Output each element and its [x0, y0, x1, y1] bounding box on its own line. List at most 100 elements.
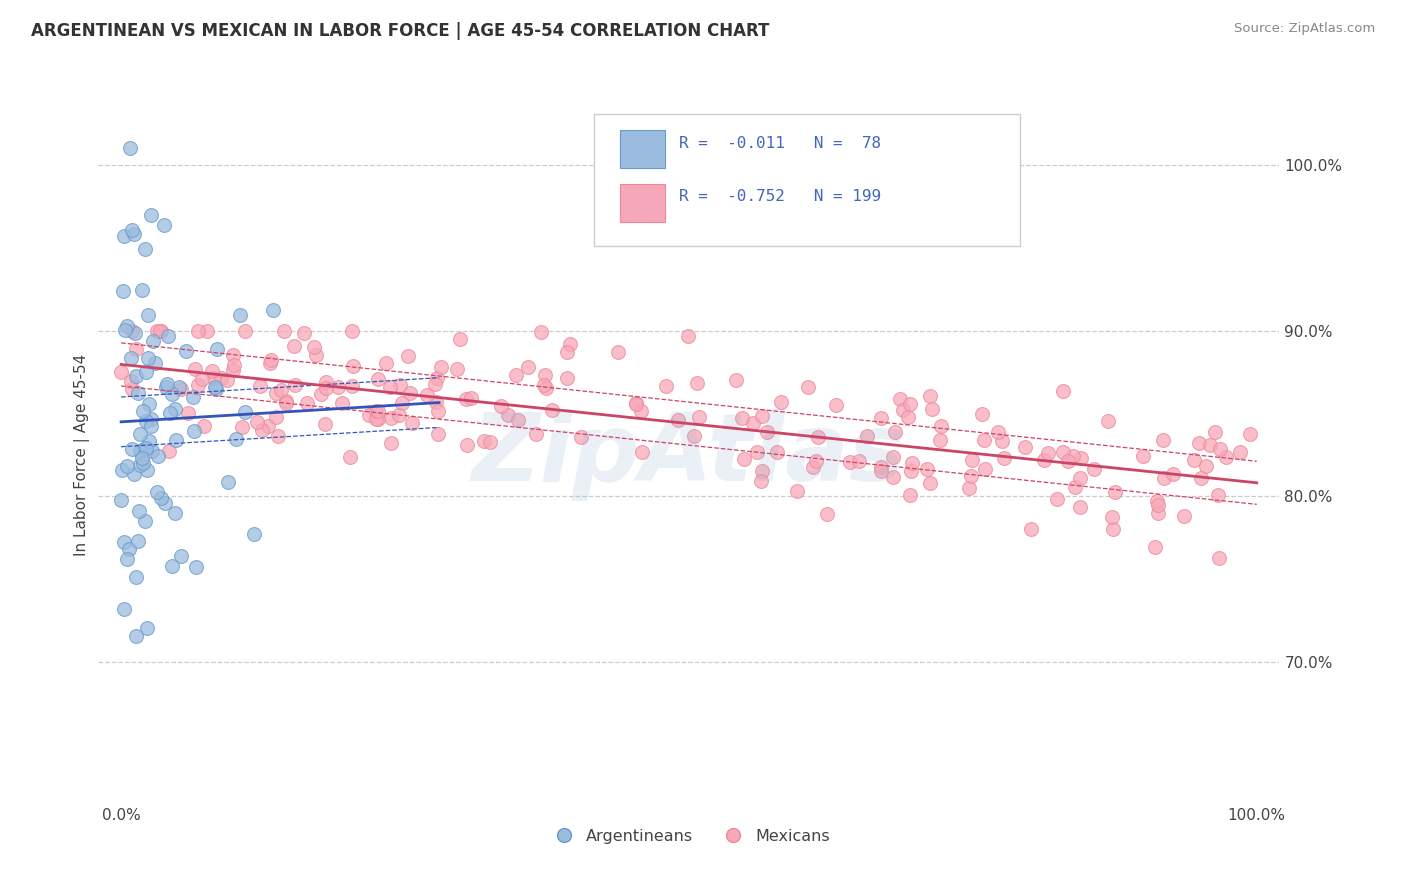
- Point: [1229, 445, 1251, 459]
- Point: [571, 430, 593, 444]
- Point: [120, 141, 142, 155]
- Point: [314, 417, 336, 431]
- Point: [889, 392, 911, 407]
- Point: [1189, 471, 1212, 485]
- Point: [533, 377, 555, 392]
- Point: [1239, 426, 1261, 441]
- Point: [375, 356, 398, 370]
- Point: [195, 324, 218, 338]
- Point: [391, 396, 413, 410]
- Point: [222, 348, 245, 362]
- Point: [367, 404, 389, 418]
- Point: [1052, 445, 1074, 459]
- Point: [624, 397, 647, 411]
- Point: [176, 406, 198, 420]
- Point: [1195, 458, 1218, 473]
- Point: [115, 319, 138, 334]
- Point: [796, 379, 818, 393]
- Point: [973, 462, 995, 476]
- Point: [530, 326, 553, 340]
- Point: [1104, 485, 1126, 500]
- Point: [159, 406, 181, 420]
- Point: [770, 394, 793, 409]
- Point: [139, 419, 162, 434]
- Point: [146, 449, 169, 463]
- Point: [928, 433, 950, 447]
- Point: [489, 399, 512, 413]
- Point: [367, 412, 389, 426]
- Point: [378, 379, 401, 393]
- Point: [496, 409, 519, 423]
- Point: [766, 445, 789, 459]
- Point: [416, 388, 439, 402]
- Point: [631, 444, 654, 458]
- Point: [380, 410, 402, 425]
- Point: [125, 369, 148, 384]
- Point: [1132, 449, 1154, 463]
- Point: [121, 324, 143, 338]
- Point: [160, 558, 183, 573]
- Point: [342, 324, 364, 338]
- Point: [380, 436, 402, 450]
- Point: [233, 324, 256, 338]
- Point: [688, 410, 710, 425]
- Point: [139, 208, 162, 222]
- Point: [309, 387, 332, 401]
- Point: [396, 349, 419, 363]
- Point: [183, 390, 205, 404]
- Point: [326, 380, 349, 394]
- Point: [430, 360, 453, 375]
- Point: [125, 342, 148, 356]
- Point: [134, 515, 156, 529]
- Point: [683, 429, 706, 443]
- Point: [855, 429, 877, 443]
- Point: [534, 381, 557, 395]
- Point: [425, 395, 447, 409]
- Point: [150, 491, 173, 506]
- Point: [533, 368, 555, 382]
- Point: [838, 455, 860, 469]
- Point: [655, 379, 678, 393]
- Point: [882, 470, 904, 484]
- Point: [136, 308, 159, 322]
- Point: [460, 391, 482, 405]
- Point: [138, 434, 160, 448]
- Point: [1070, 451, 1092, 466]
- Point: [136, 351, 159, 366]
- Point: [1143, 540, 1166, 554]
- Point: [205, 343, 228, 357]
- Point: [987, 425, 1010, 439]
- Point: [786, 483, 808, 498]
- Point: [917, 462, 939, 476]
- Point: [747, 445, 769, 459]
- Point: [330, 396, 353, 410]
- Point: [292, 326, 315, 340]
- Point: [731, 410, 754, 425]
- Point: [193, 419, 215, 434]
- Point: [357, 408, 380, 422]
- Point: [128, 504, 150, 518]
- Point: [848, 453, 870, 467]
- Point: [127, 533, 149, 548]
- Point: [264, 410, 287, 425]
- Point: [157, 329, 180, 343]
- Point: [918, 389, 941, 403]
- Point: [1188, 436, 1211, 450]
- Point: [666, 413, 689, 427]
- Text: R =  -0.011   N =  78: R = -0.011 N = 78: [679, 136, 882, 152]
- Point: [751, 464, 773, 478]
- Point: [122, 467, 145, 482]
- Point: [209, 371, 232, 385]
- Point: [1038, 445, 1060, 459]
- Point: [972, 407, 994, 421]
- Point: [991, 434, 1014, 448]
- Point: [1019, 522, 1042, 536]
- Point: [900, 464, 922, 478]
- Point: [111, 463, 134, 477]
- Point: [630, 403, 652, 417]
- Point: [1069, 500, 1091, 514]
- Point: [134, 242, 156, 256]
- Point: [112, 534, 135, 549]
- Point: [135, 414, 157, 428]
- Point: [260, 353, 283, 368]
